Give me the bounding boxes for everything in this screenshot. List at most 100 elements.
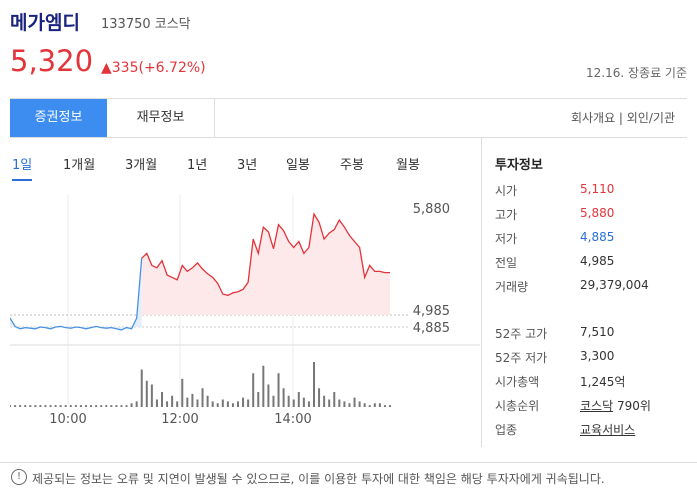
volume-bar-42 [221, 399, 224, 407]
company-links[interactable]: 회사개요 | 외인/기관 [570, 111, 675, 125]
volume-bar-52 [272, 395, 275, 407]
volume-bar-13 [74, 405, 77, 407]
volume-bar-38 [201, 388, 204, 407]
info2-value-0: 7,510 [580, 325, 615, 339]
volume-bar-3 [24, 405, 27, 407]
investment-info-panel [481, 137, 692, 447]
volume-bar-43 [226, 401, 229, 407]
info-value-0: 5,110 [580, 182, 615, 196]
volume-bar-12 [69, 405, 72, 407]
period-tab-3[interactable]: 1년 [187, 158, 208, 173]
period-tab-5[interactable]: 일봉 [286, 158, 310, 173]
volume-bar-64 [333, 392, 336, 407]
volume-bar-73 [378, 403, 381, 407]
volume-bar-40 [211, 401, 214, 407]
volume-bar-33 [176, 401, 179, 407]
info2-link-3[interactable]: 코스닥 [580, 399, 614, 413]
volume-bar-46 [242, 397, 245, 407]
down-area-fill [10, 258, 142, 330]
volume-bar-20 [110, 405, 113, 407]
volume-bar-69 [358, 401, 361, 407]
period-tab-4[interactable]: 3년 [237, 158, 258, 173]
volume-bar-58 [302, 397, 305, 407]
volume-bar-31 [166, 401, 169, 407]
volume-bar-61 [318, 388, 321, 407]
volume-bar-68 [353, 397, 356, 407]
disclaimer-bar [0, 462, 697, 498]
y-label-2: 4,885 [413, 321, 450, 336]
info-label-0: 시가 [495, 184, 518, 198]
volume-bar-18 [100, 405, 103, 407]
volume-bar-55 [287, 395, 290, 407]
tab-financial-info[interactable]: 재무정보 [107, 99, 215, 137]
volume-bar-24 [130, 403, 133, 407]
info-value-4: 29,379,004 [580, 278, 649, 292]
info-label-4: 거래량 [495, 280, 529, 294]
volume-bar-59 [307, 401, 310, 407]
volume-bar-34 [181, 378, 184, 407]
volume-bar-7 [44, 405, 47, 407]
volume-bar-57 [297, 392, 300, 407]
volume-bar-19 [105, 405, 108, 407]
current-price: 5,320 [10, 44, 94, 78]
info-value-3: 4,985 [580, 254, 615, 268]
volume-bar-41 [216, 403, 219, 407]
info-value-2: 4,885 [580, 230, 615, 244]
volume-bar-25 [135, 401, 138, 407]
price-change: ▲335(+6.72%) [101, 60, 206, 76]
period-tab-2[interactable]: 3개월 [125, 158, 158, 173]
volume-bar-48 [252, 373, 255, 407]
info2-value-3: 코스닥 790위 [580, 399, 651, 413]
volume-bar-49 [257, 392, 260, 407]
y-label-1: 4,985 [413, 304, 450, 319]
volume-bar-53 [277, 373, 280, 407]
volume-bar-16 [90, 405, 93, 407]
volume-bar-23 [125, 405, 128, 407]
info-label-3: 전일 [495, 256, 518, 270]
info2-label-1: 52주 저가 [495, 351, 548, 365]
investment-info-title: 투자정보 [495, 158, 543, 173]
period-tab-0[interactable]: 1일 [12, 154, 33, 181]
volume-bar-8 [49, 405, 52, 407]
volume-bar-6 [39, 405, 42, 407]
volume-bar-47 [247, 399, 250, 407]
volume-bar-21 [115, 405, 118, 407]
volume-bar-45 [237, 401, 239, 407]
x-tick-2: 14:00 [274, 412, 311, 427]
volume-bar-39 [206, 395, 209, 407]
info2-value-2: 1,245억 [580, 375, 626, 389]
info2-label-3: 시총순위 [495, 399, 540, 413]
volume-bar-65 [338, 399, 341, 407]
x-tick-0: 10:00 [49, 412, 86, 427]
volume-bar-10 [59, 405, 62, 407]
price-chart: 5,880 4,985 4,885 10:00 12:00 14:00 [10, 195, 480, 427]
period-tab-6[interactable]: 주봉 [340, 158, 364, 173]
period-tab-1[interactable]: 1개월 [63, 158, 96, 173]
volume-bar-5 [34, 405, 37, 407]
volume-bar-54 [282, 388, 285, 407]
info2-label-0: 52주 고가 [495, 327, 548, 341]
volume-bar-62 [323, 395, 326, 407]
volume-bar-71 [368, 405, 371, 407]
volume-bar-36 [191, 393, 194, 407]
disclaimer-text: 제공되는 정보는 오류 및 지연이 발생될 수 있으므로, 이를 이용한 투자에… [32, 472, 605, 486]
period-tab-7[interactable]: 월봉 [396, 158, 420, 173]
x-tick-1: 12:00 [161, 412, 198, 427]
volume-bar-63 [328, 399, 331, 407]
volume-bar-60 [313, 362, 315, 407]
info-value-1: 5,880 [580, 206, 615, 220]
volume-bar-66 [343, 401, 346, 407]
tab-stock-info[interactable]: 증권정보 [10, 99, 107, 137]
date-status: 12.16. 장종료 기준 [586, 66, 687, 80]
volume-bar-37 [196, 399, 199, 407]
volume-bar-0 [10, 405, 11, 407]
volume-bar-4 [29, 405, 32, 407]
volume-bar-30 [161, 392, 163, 407]
volume-bar-27 [145, 380, 148, 407]
volume-bar-28 [150, 384, 153, 407]
volume-bar-26 [140, 369, 143, 407]
info2-link-4[interactable]: 교육서비스 [580, 423, 636, 437]
volume-bar-67 [348, 403, 351, 407]
tab-bar: 증권정보 재무정보 회사개요 | 외인/기관 [10, 98, 687, 138]
volume-bar-32 [171, 395, 174, 407]
